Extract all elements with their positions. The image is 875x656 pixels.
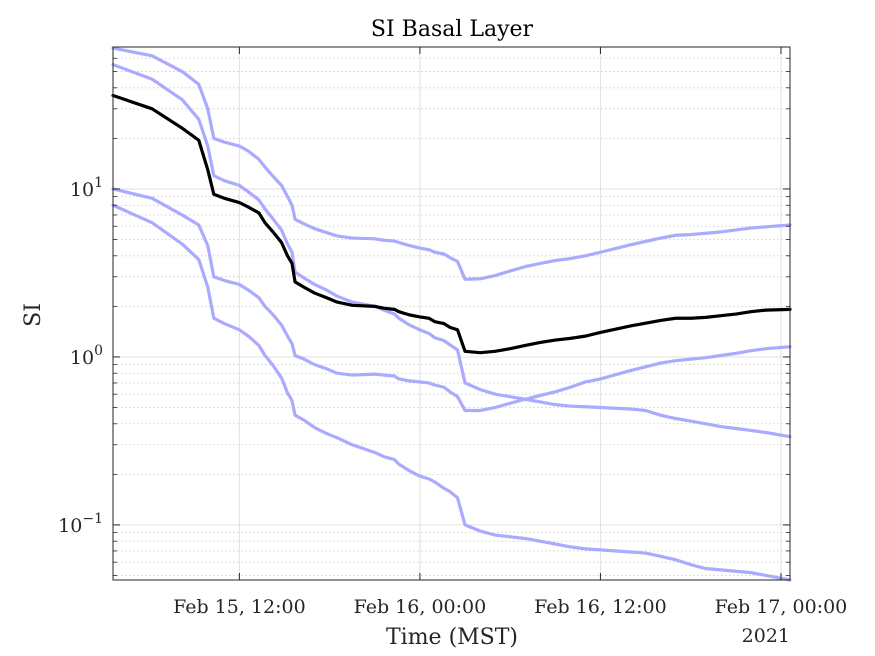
series-line-bound-1 xyxy=(111,46,792,281)
series-lines xyxy=(111,46,792,582)
chart-title: SI Basal Layer xyxy=(371,17,534,42)
tick-labels: 10−1 100 101 Feb 15, 12:00 Feb 16, 00:00 Feb … xyxy=(58,175,847,618)
x-tick-label: Feb 16, 00:00 xyxy=(354,596,487,618)
y-tick-label: 10−1 xyxy=(58,511,103,537)
y-tick-label: 100 xyxy=(70,343,103,369)
series-line-bound-4 xyxy=(111,203,792,582)
series-line-bound-2 xyxy=(111,62,792,439)
series-line-median xyxy=(111,93,792,355)
y-tick-label: 101 xyxy=(70,175,103,201)
plot-frame xyxy=(112,46,791,581)
grid xyxy=(113,47,790,580)
axes-frame xyxy=(112,46,791,581)
x-tick-label: Feb 17, 00:00 xyxy=(715,596,848,618)
x-axis-year-label: 2021 xyxy=(742,625,790,647)
x-tick-label: Feb 16, 12:00 xyxy=(534,596,667,618)
x-tick-label: Feb 15, 12:00 xyxy=(173,596,306,618)
x-axis-label: Time (MST) xyxy=(386,625,518,650)
series-line-bound-3 xyxy=(111,187,792,413)
y-axis-label: SI xyxy=(21,303,46,327)
